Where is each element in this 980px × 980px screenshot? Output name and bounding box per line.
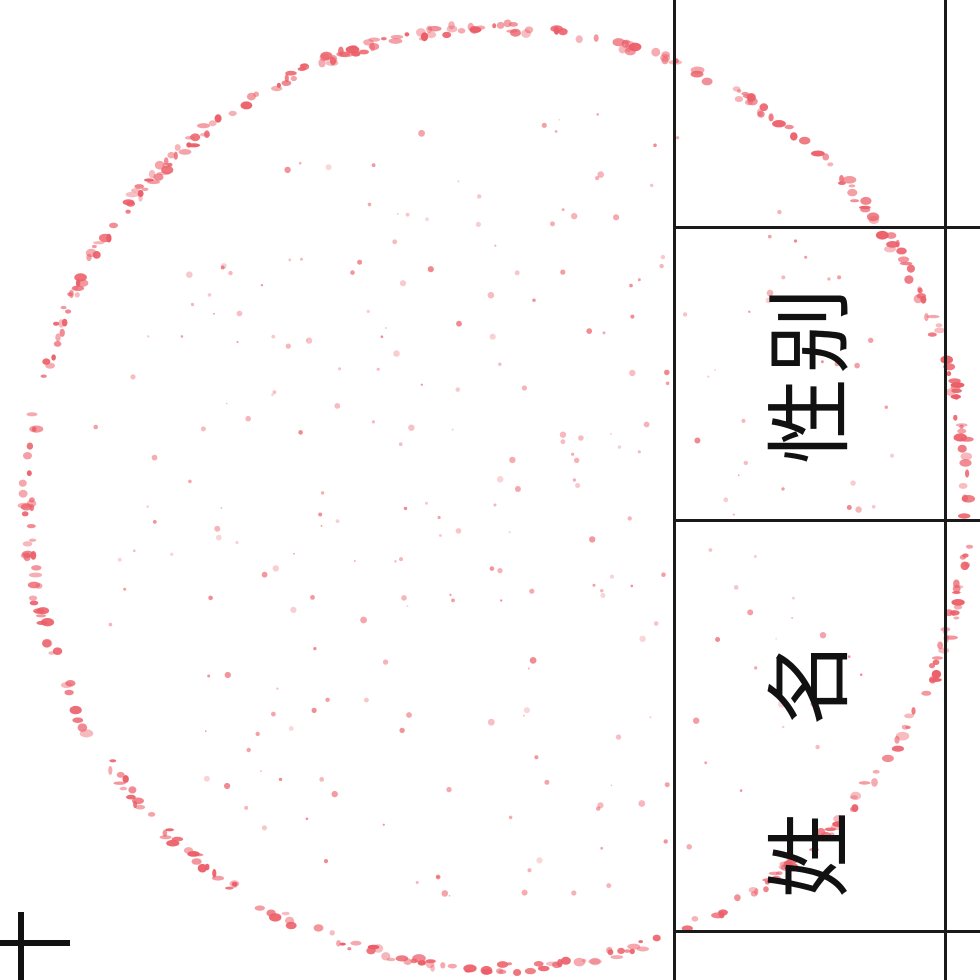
crosshair-mark-icon [0, 940, 70, 946]
gender-label-cell: 性别 [677, 229, 944, 519]
table-row-divider [674, 519, 980, 522]
crosshair-mark-icon [18, 912, 24, 980]
name-label-cell: 姓名 [677, 522, 944, 930]
table-border-inner [944, 0, 947, 980]
name-label: 姓名 [760, 554, 861, 898]
table-row-divider [674, 226, 980, 229]
table-row-divider [674, 930, 980, 933]
table-border-left [673, 0, 676, 980]
gender-label: 性别 [760, 284, 861, 464]
